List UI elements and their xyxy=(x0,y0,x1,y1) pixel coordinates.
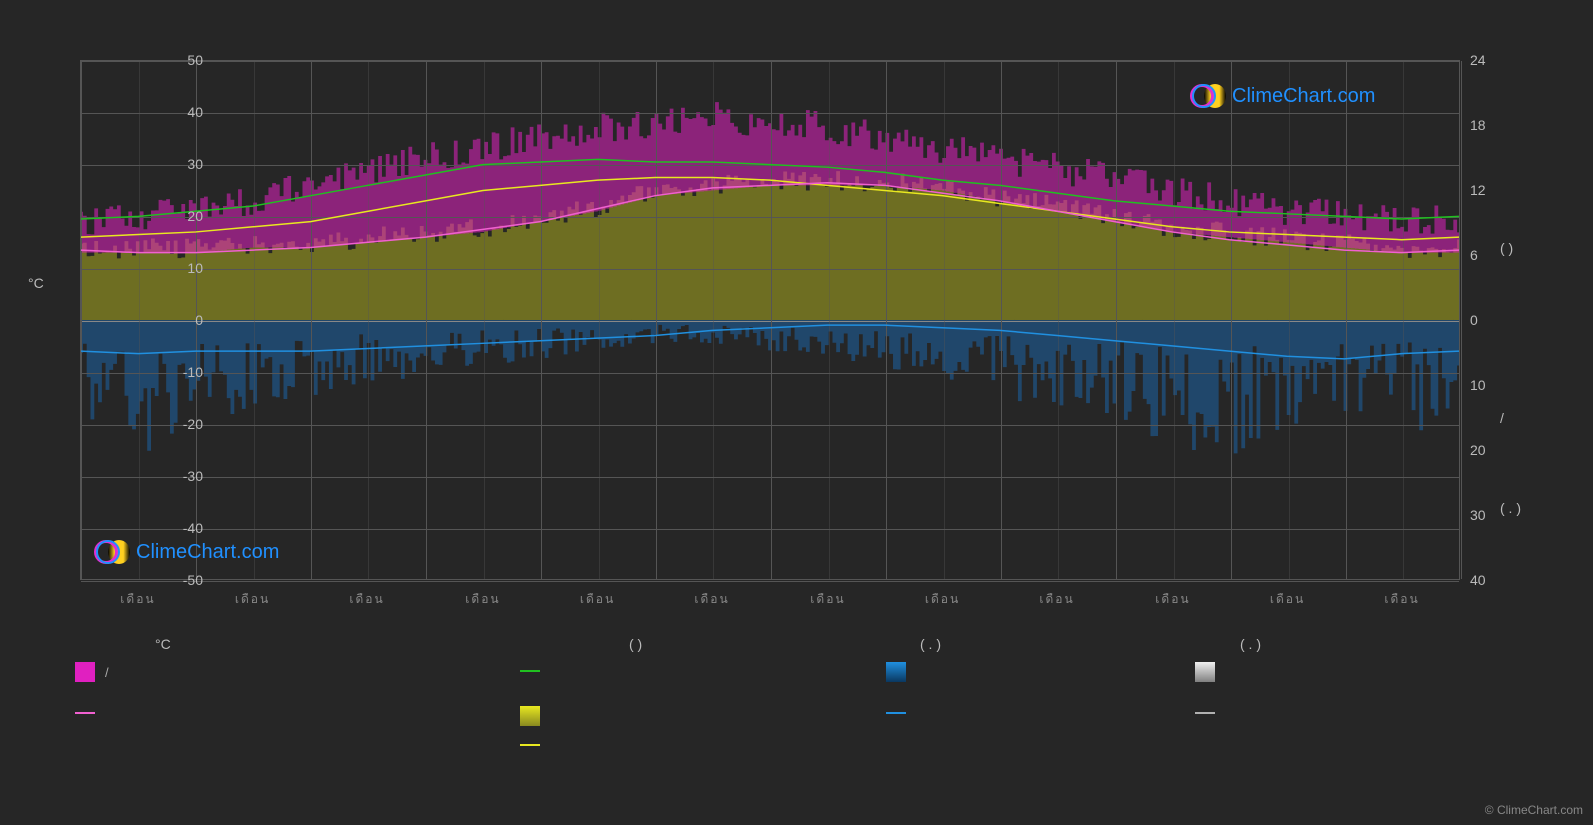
y-axis-left-title: °C xyxy=(28,275,44,291)
y-left-tick: -10 xyxy=(163,364,203,380)
legend-item xyxy=(520,744,550,746)
footer-copyright: © ClimeChart.com xyxy=(1485,803,1583,817)
legend-swatch xyxy=(1195,662,1215,682)
logo-icon xyxy=(94,538,130,566)
legend-header: °C xyxy=(155,636,171,652)
y-left-tick: 0 xyxy=(163,312,203,328)
y-right-unit: ( . ) xyxy=(1500,500,1521,516)
watermark-text: ClimeChart.com xyxy=(136,541,279,564)
y-left-tick: 40 xyxy=(163,104,203,120)
legend-item xyxy=(1195,662,1225,682)
y-right-tick-lower: 10 xyxy=(1470,377,1500,393)
watermark: ClimeChart.com xyxy=(1190,82,1375,110)
y-left-tick: 30 xyxy=(163,156,203,172)
legend-line-swatch xyxy=(520,744,540,746)
legend-swatch xyxy=(520,706,540,726)
y-left-tick: -40 xyxy=(163,520,203,536)
y-left-tick: 10 xyxy=(163,260,203,276)
x-month-label: เดือน xyxy=(120,590,155,609)
legend-item: / xyxy=(75,662,109,682)
x-month-label: เดือน xyxy=(465,590,500,609)
y-right-tick-upper: 12 xyxy=(1470,182,1500,198)
bars-layer xyxy=(81,61,1459,579)
legend-line-swatch xyxy=(1195,712,1215,714)
logo-icon xyxy=(1190,82,1226,110)
plot-area xyxy=(80,60,1460,580)
legend-swatch xyxy=(886,662,906,682)
x-month-label: เดือน xyxy=(1270,590,1305,609)
x-month-label: เดือน xyxy=(925,590,960,609)
legend-header: ( . ) xyxy=(920,636,941,652)
y-left-tick: 50 xyxy=(163,52,203,68)
legend-item xyxy=(520,670,550,672)
legend-item xyxy=(886,662,916,682)
legend-label: / xyxy=(105,665,109,680)
y-left-tick: 20 xyxy=(163,208,203,224)
y-left-tick: -30 xyxy=(163,468,203,484)
legend-line-swatch xyxy=(886,712,906,714)
y-left-tick: -20 xyxy=(163,416,203,432)
y-right-tick-upper: 18 xyxy=(1470,117,1500,133)
y-right-tick-upper: 6 xyxy=(1470,247,1500,263)
y-right-tick-lower: 40 xyxy=(1470,572,1500,588)
y-right-unit: / xyxy=(1500,410,1504,426)
legend-header: ( ) xyxy=(629,636,642,652)
legend-header: ( . ) xyxy=(1240,636,1261,652)
x-month-label: เดือน xyxy=(810,590,845,609)
legend-line-swatch xyxy=(520,670,540,672)
y-right-tick-upper: 0 xyxy=(1470,312,1500,328)
legend-line-swatch xyxy=(75,712,95,714)
legend-item xyxy=(75,712,105,714)
lines-layer xyxy=(81,61,1459,579)
y-right-tick-lower: 20 xyxy=(1470,442,1500,458)
x-month-label: เดือน xyxy=(580,590,615,609)
x-month-label: เดือน xyxy=(349,590,384,609)
legend-swatch xyxy=(75,662,95,682)
legend-item xyxy=(1195,712,1225,714)
x-month-label: เดือน xyxy=(694,590,729,609)
x-month-label: เดือน xyxy=(1039,590,1074,609)
legend-item xyxy=(886,712,916,714)
watermark-text: ClimeChart.com xyxy=(1232,85,1375,108)
y-right-unit: ( ) xyxy=(1500,240,1513,256)
y-right-tick-upper: 24 xyxy=(1470,52,1500,68)
y-left-tick: -50 xyxy=(163,572,203,588)
x-month-label: เดือน xyxy=(235,590,270,609)
x-month-label: เดือน xyxy=(1155,590,1190,609)
watermark: ClimeChart.com xyxy=(94,538,279,566)
legend-item xyxy=(520,706,550,726)
y-right-tick-lower: 30 xyxy=(1470,507,1500,523)
x-month-label: เดือน xyxy=(1384,590,1419,609)
chart-container xyxy=(80,60,1460,580)
